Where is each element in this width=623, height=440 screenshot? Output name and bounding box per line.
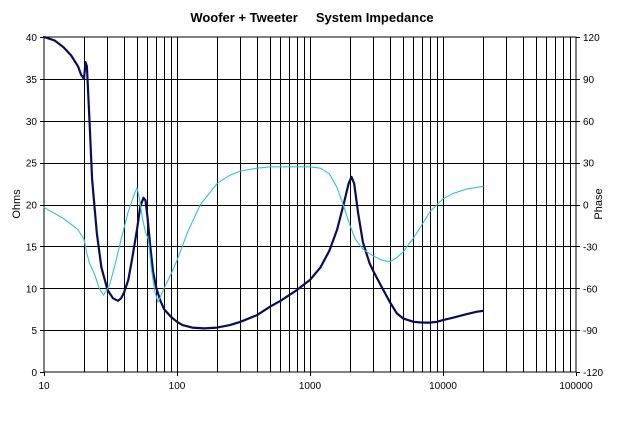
y-tick-label: 20 (26, 201, 38, 212)
x-tick-label: 1000 (299, 381, 322, 392)
y-tick-label: 40 (26, 33, 38, 44)
x-tick-label: 10 (38, 381, 50, 392)
y-tick-label: 35 (26, 75, 38, 86)
y2-tick-label: -90 (583, 326, 598, 337)
y2-tick-label: -60 (583, 284, 598, 295)
grid (40, 36, 580, 376)
y2-tick-label: -120 (583, 368, 603, 379)
chart-title: Woofer + Tweeter System Impedance (190, 10, 433, 25)
y2-tick-label: 90 (583, 75, 595, 86)
y2-tick-label: 120 (583, 33, 600, 44)
y-tick-label: 10 (26, 284, 38, 295)
series (42, 35, 485, 330)
y2-tick-label: -30 (583, 242, 598, 253)
y2-axis-label: Phase (593, 188, 605, 219)
y-tick-label: 30 (26, 117, 38, 128)
y2-tick-label: 60 (583, 117, 595, 128)
y-tick-label: 25 (26, 159, 38, 170)
y-tick-label: 15 (26, 242, 38, 253)
y-axis-label: Ohms (11, 189, 23, 219)
phase-line (43, 166, 484, 303)
y-tick-label: 0 (31, 368, 37, 379)
tick-labels: 0 5 10 15 20 25 30 35 40 -120 -90 -60 -30 0 30 60 90 120 1… (26, 33, 604, 392)
y-tick-label: 5 (31, 326, 37, 337)
x-tick-label: 100 (169, 381, 186, 392)
x-tick-label: 10000 (429, 381, 457, 392)
x-tick-label: 100000 (559, 381, 593, 392)
y2-tick-label: 30 (583, 159, 595, 170)
y2-tick-label: 0 (583, 201, 589, 212)
impedance-line (42, 35, 485, 330)
